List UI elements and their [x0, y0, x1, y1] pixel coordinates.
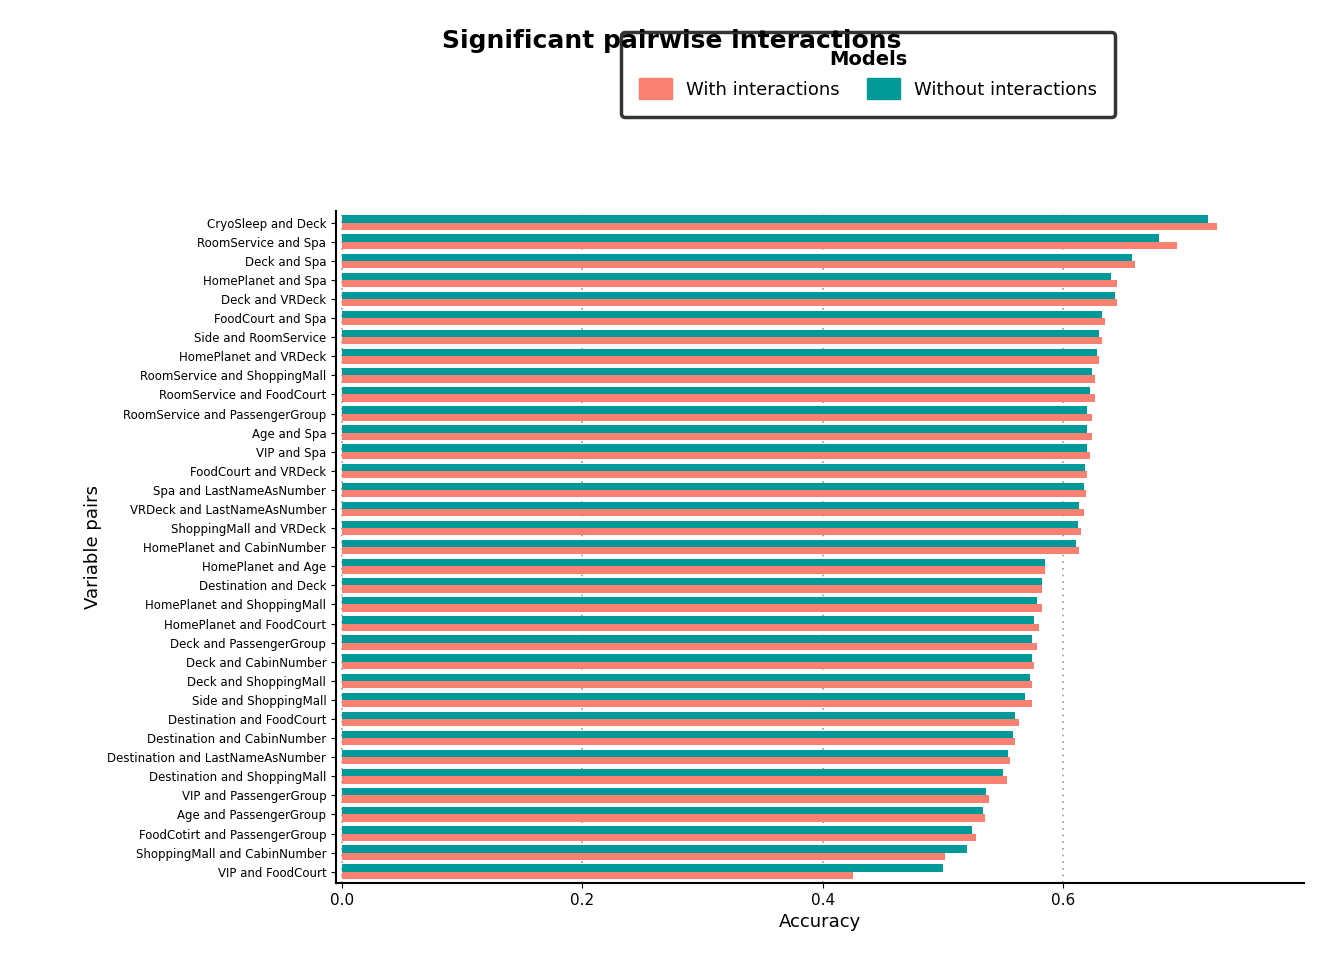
X-axis label: Accuracy: Accuracy — [778, 914, 862, 931]
Bar — [341, 814, 985, 822]
Bar — [341, 616, 1035, 624]
Text: Significant pairwise interactions: Significant pairwise interactions — [442, 29, 902, 53]
Bar — [341, 777, 1007, 783]
Bar — [341, 750, 1008, 757]
Bar — [341, 292, 1116, 299]
Bar — [341, 330, 1099, 337]
Bar — [341, 661, 1035, 669]
Bar — [341, 483, 1083, 490]
Bar — [341, 318, 1105, 325]
Bar — [341, 521, 1078, 528]
Bar — [341, 273, 1111, 280]
Bar — [341, 547, 1079, 555]
Bar — [341, 769, 1003, 777]
Bar — [341, 414, 1093, 420]
Bar — [341, 490, 1086, 497]
Bar — [341, 433, 1093, 440]
Bar — [341, 807, 982, 814]
Bar — [341, 387, 1090, 395]
Bar — [341, 700, 1032, 708]
Bar — [341, 711, 1015, 719]
Bar — [341, 642, 1036, 650]
Bar — [341, 406, 1087, 414]
Bar — [341, 375, 1094, 383]
Bar — [341, 253, 1132, 261]
Bar — [341, 242, 1177, 249]
Bar — [341, 865, 943, 872]
Bar — [341, 578, 1042, 586]
Bar — [341, 528, 1082, 536]
Bar — [341, 788, 986, 796]
Bar — [341, 796, 989, 803]
Bar — [341, 597, 1036, 605]
Bar — [341, 234, 1160, 242]
Bar — [341, 586, 1042, 592]
Bar — [341, 368, 1093, 375]
Bar — [341, 719, 1019, 727]
Bar — [341, 738, 1015, 745]
Bar — [341, 452, 1090, 459]
Bar — [341, 470, 1087, 478]
Bar — [341, 540, 1077, 547]
Bar — [341, 261, 1136, 268]
Bar — [341, 624, 1039, 631]
Bar — [341, 356, 1099, 364]
Bar — [341, 757, 1011, 764]
Bar — [341, 693, 1024, 700]
Bar — [341, 674, 1030, 681]
Bar — [341, 681, 1032, 688]
Bar — [341, 223, 1218, 229]
Bar — [341, 215, 1207, 223]
Bar — [341, 349, 1097, 356]
Bar — [341, 872, 853, 879]
Y-axis label: Variable pairs: Variable pairs — [83, 485, 102, 610]
Bar — [341, 731, 1013, 738]
Bar — [341, 425, 1087, 433]
Bar — [341, 605, 1042, 612]
Bar — [341, 827, 972, 833]
Bar — [341, 852, 945, 860]
Bar — [341, 299, 1117, 306]
Legend: With interactions, Without interactions: With interactions, Without interactions — [621, 32, 1116, 117]
Bar — [341, 833, 976, 841]
Bar — [341, 846, 968, 852]
Bar — [341, 559, 1046, 566]
Bar — [341, 566, 1046, 573]
Bar — [341, 509, 1083, 516]
Bar — [341, 395, 1094, 401]
Bar — [341, 464, 1085, 470]
Bar — [341, 502, 1079, 509]
Bar — [341, 636, 1032, 642]
Bar — [341, 311, 1102, 318]
Bar — [341, 444, 1087, 452]
Bar — [341, 280, 1117, 287]
Bar — [341, 655, 1032, 661]
Bar — [341, 337, 1102, 345]
